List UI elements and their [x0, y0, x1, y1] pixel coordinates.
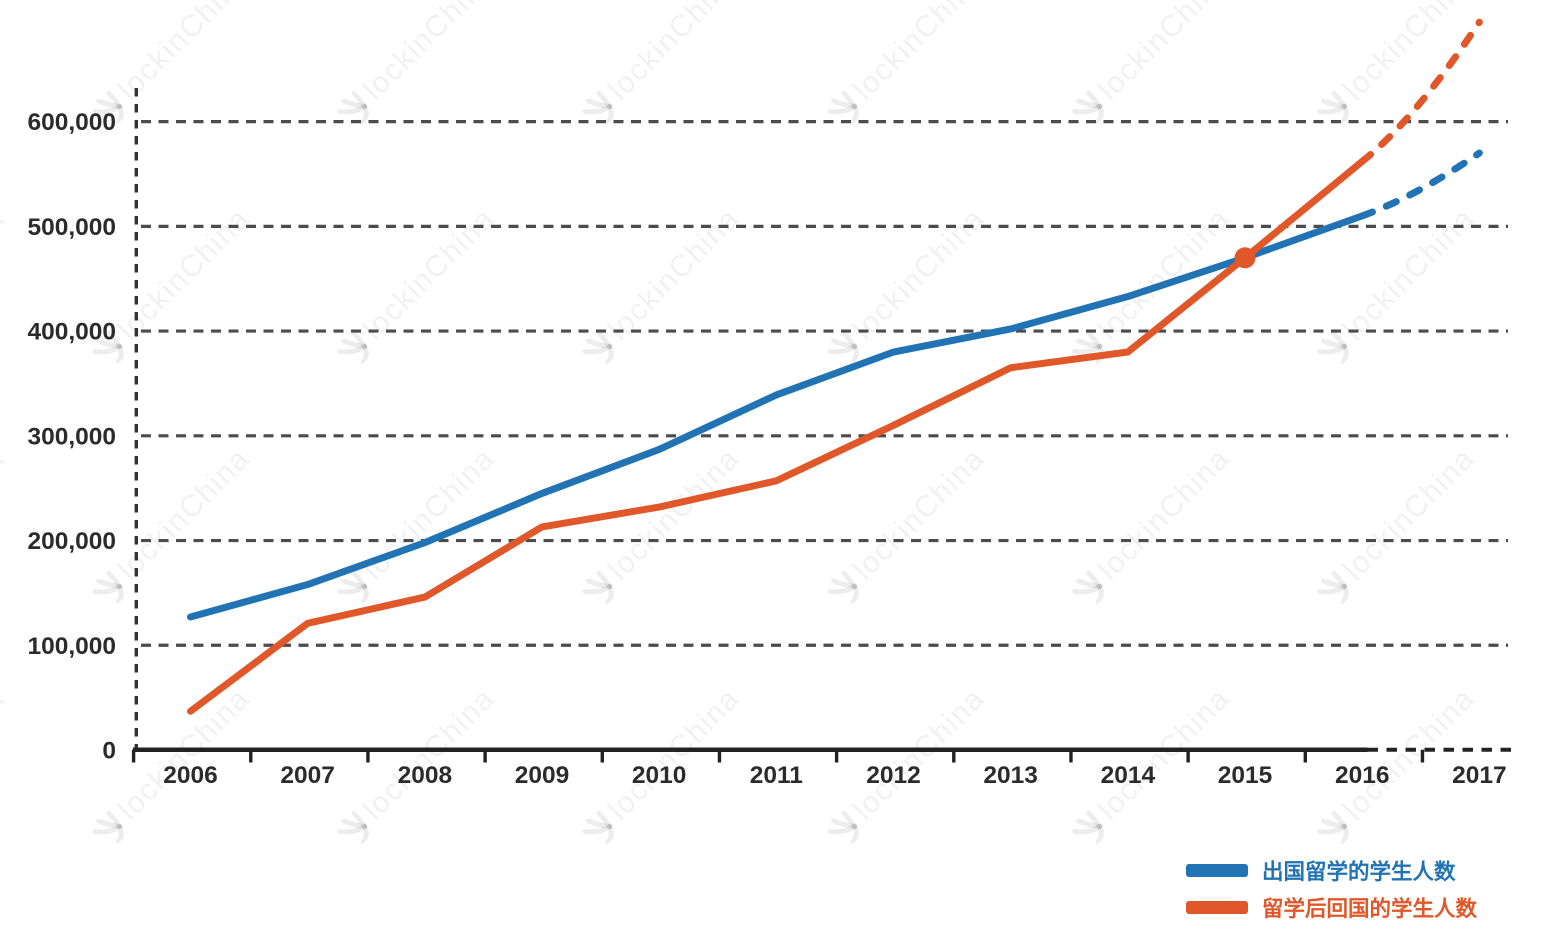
series-line-1 — [187, 157, 1366, 715]
crossing-dot — [1234, 247, 1256, 269]
y-tick-label: 0 — [102, 738, 116, 765]
x-ticks — [131, 749, 1425, 763]
x-tick-label: 2009 — [515, 762, 570, 789]
series-projection-1 — [1358, 18, 1483, 165]
legend-swatch-blue-icon — [1186, 864, 1248, 877]
x-tick-label: 2008 — [398, 762, 453, 789]
legend-item-returned-students: 留学后回国的学生人数 — [1186, 889, 1477, 926]
series-line-0 — [187, 212, 1366, 621]
legend-item-students-abroad: 出国留学的学生人数 — [1186, 852, 1477, 889]
y-tick-label: 500,000 — [27, 214, 116, 241]
x-tick-label: 2006 — [163, 762, 218, 789]
gridlines — [141, 120, 1508, 647]
legend: 出国留学的学生人数 留学后回国的学生人数 — [1186, 852, 1477, 926]
y-axis-labels: 0 100,000 200,000 300,000 400,000 500,000 600,… — [27, 109, 116, 764]
y-tick-label: 400,000 — [27, 319, 116, 346]
x-tick-label: 2007 — [280, 762, 335, 789]
x-tick-label: 2011 — [750, 762, 803, 789]
legend-label-students-abroad: 出国留学的学生人数 — [1262, 860, 1456, 884]
y-tick-label: 300,000 — [27, 423, 116, 450]
x-tick-label: 2014 — [1101, 762, 1156, 789]
y-tick-label: 100,000 — [27, 633, 116, 660]
x-tick-label: 2013 — [983, 762, 1038, 789]
y-tick-label: 600,000 — [27, 109, 116, 136]
x-tick-label: 2016 — [1335, 762, 1390, 789]
x-tick-label: 2012 — [866, 762, 921, 789]
x-tick-label: 2010 — [632, 762, 687, 789]
x-axis-labels: 2006 2007 2008 2009 2010 2011 2012 2013 2014 2015… — [163, 762, 1506, 789]
plot-area: 0 100,000 200,000 300,000 400,000 500,000 600,… — [27, 18, 1511, 789]
y-tick-label: 200,000 — [27, 528, 116, 555]
series-projection-0 — [1358, 149, 1483, 220]
x-tick-label: 2015 — [1218, 762, 1273, 789]
x-tick-label: 2017 — [1452, 762, 1507, 789]
legend-swatch-orange-icon — [1186, 901, 1248, 914]
legend-label-returned-students: 留学后回国的学生人数 — [1262, 897, 1478, 921]
